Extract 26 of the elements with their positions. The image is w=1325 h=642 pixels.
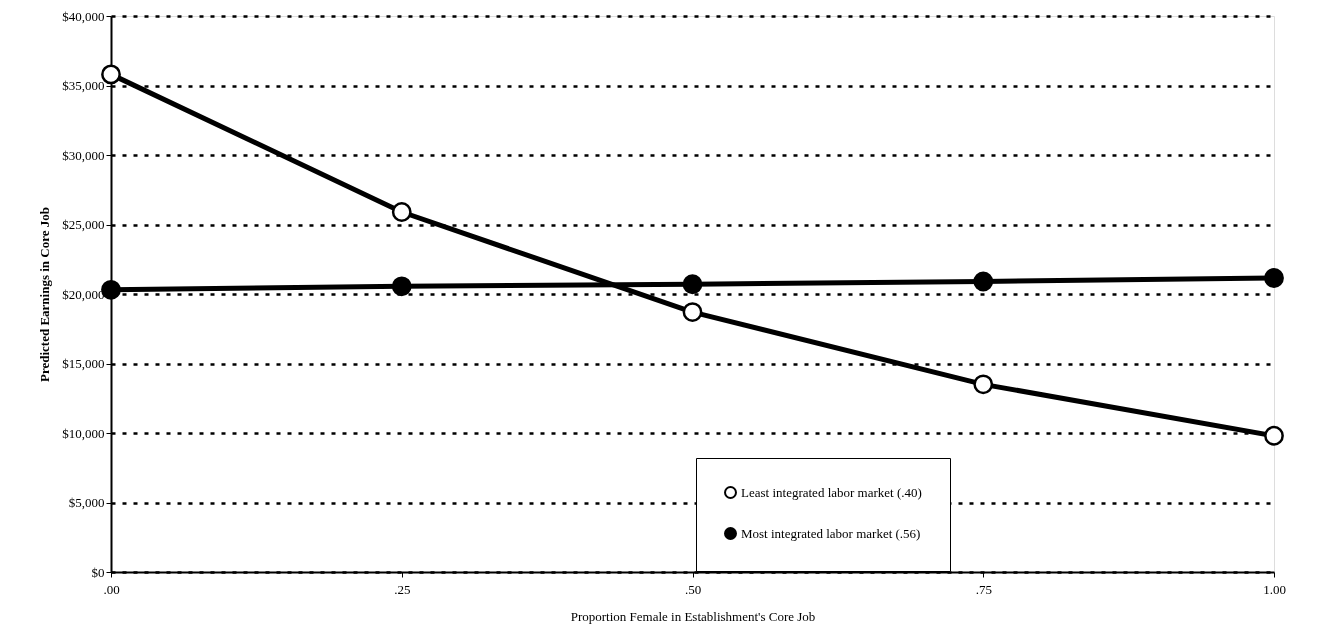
- point: [391, 276, 412, 297]
- point: [973, 374, 994, 395]
- point: [973, 271, 994, 292]
- point: [682, 274, 703, 295]
- legend-label: Least integrated labor market (.40): [741, 484, 922, 500]
- y-tick-label: $15,000: [62, 356, 105, 371]
- y-tick-label: $30,000: [62, 147, 105, 163]
- x-tick-label: .75: [975, 581, 992, 597]
- y-axis-title: Predicted Earnings in Core Job: [37, 206, 53, 383]
- y-tick-label: $5,000: [68, 495, 105, 510]
- x-tick-label: .25: [394, 581, 411, 597]
- y-tick-label: $35,000: [62, 78, 105, 93]
- y-tick-label: $0: [91, 564, 105, 580]
- point: [1264, 268, 1284, 288]
- y-tick-label: $25,000: [62, 217, 105, 232]
- y-tick-label: $20,000: [62, 286, 105, 302]
- x-tick-label: .00: [103, 581, 120, 597]
- y-tick-label: $40,000: [62, 8, 105, 24]
- point: [1264, 425, 1284, 446]
- x-tick-label: .50: [684, 581, 702, 597]
- point: [682, 302, 703, 322]
- legend-label: Most integrated labor market (.56): [741, 525, 921, 541]
- y-tick-label: $10,000: [62, 425, 105, 441]
- x-tick-label: 1.00: [1263, 581, 1286, 597]
- x-axis-title: Proportion Female in Establishment's Core Job: [570, 608, 816, 624]
- point: [391, 202, 412, 222]
